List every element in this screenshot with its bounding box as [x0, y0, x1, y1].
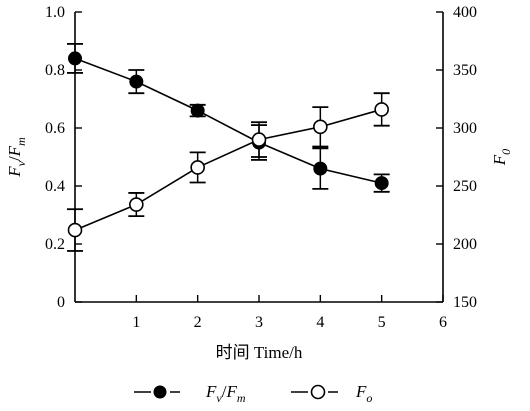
data-point-fo	[129, 197, 144, 212]
right-y-tick-label: 150	[453, 294, 477, 311]
data-point-fo	[313, 119, 328, 135]
left-y-tick-label: 0.4	[45, 178, 65, 195]
series-fv-fm	[67, 43, 390, 193]
x-tick-label: 1	[132, 314, 140, 331]
right-y-tick-label: 400	[453, 4, 477, 21]
data-point-fo	[67, 222, 83, 238]
right-y-tick-label: 250	[453, 178, 477, 195]
legend-item-fo: Fo	[291, 382, 372, 405]
left-y-tick-label: 0.8	[45, 62, 65, 79]
x-tick-label: 5	[378, 314, 386, 331]
x-tick-label: 6	[439, 314, 447, 331]
series-fo	[67, 92, 390, 252]
left-y-axis-title: Fv/Fm	[5, 137, 28, 178]
data-point-fv-fm	[374, 176, 389, 191]
right-y-tick-label: 350	[453, 62, 477, 79]
right-y-tick-label: 300	[453, 120, 477, 137]
right-y-axis-ticks: 400 350 300 250 200 150	[436, 4, 477, 311]
data-point-fv-fm	[68, 51, 82, 66]
series-line-fv-fm	[74, 57, 382, 184]
right-y-axis-title: F0	[490, 149, 513, 166]
data-point-fo	[251, 132, 267, 147]
legend: Fv/Fm Fo	[134, 382, 372, 405]
legend-label-fo: Fo	[355, 382, 372, 405]
x-tick-label: 3	[255, 314, 263, 331]
left-y-tick-label: 0.2	[45, 236, 65, 253]
data-point-fo	[190, 160, 205, 175]
legend-marker-filled-circle	[153, 385, 167, 399]
data-point-fv-fm	[129, 74, 144, 89]
data-point-fv-fm	[313, 161, 328, 176]
data-point-fo	[374, 102, 389, 117]
left-y-tick-label: 0	[57, 294, 65, 311]
left-y-axis-ticks: 1.0 0.8 0.6 0.4 0.2 0	[45, 4, 82, 311]
data-point-fv-fm	[190, 103, 205, 118]
x-axis-title: 时间 Time/h	[216, 343, 303, 362]
right-y-tick-label: 200	[453, 236, 477, 253]
x-tick-label: 2	[194, 314, 202, 331]
legend-label-fv-fm: Fv/Fm	[205, 382, 246, 405]
x-tick-label: 4	[316, 314, 324, 331]
legend-marker-open-circle	[310, 384, 326, 400]
series-layer	[67, 43, 390, 252]
left-y-tick-label: 1.0	[45, 4, 65, 21]
legend-item-fv-fm: Fv/Fm	[134, 382, 246, 405]
x-axis-ticks: 1 2 3 4 5 6	[132, 295, 447, 331]
series-line-fo	[74, 108, 382, 231]
left-y-tick-label: 0.6	[45, 120, 65, 137]
